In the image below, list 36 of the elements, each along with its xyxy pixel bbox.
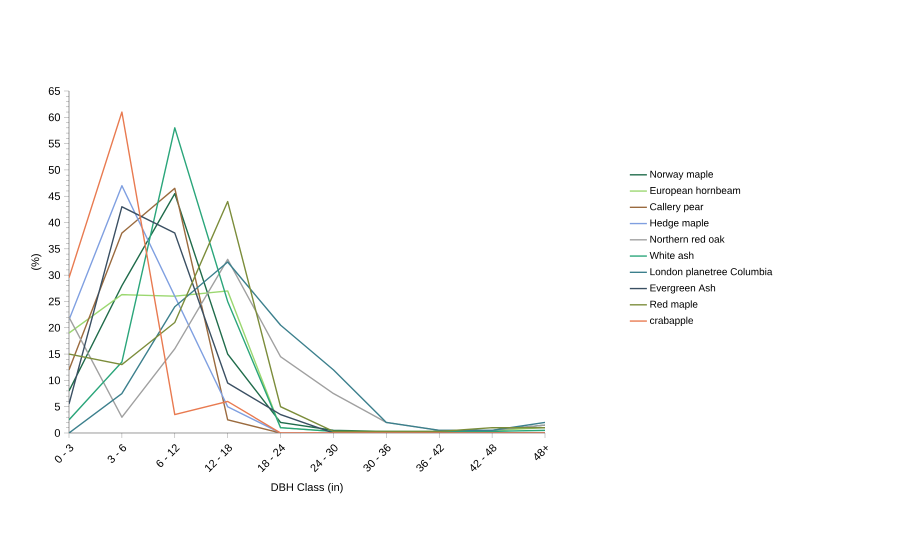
y-axis-title: (%) bbox=[31, 254, 42, 270]
legend-label: crabapple bbox=[650, 316, 694, 326]
y-tick-label: 10 bbox=[49, 376, 60, 384]
y-tick-label: 25 bbox=[48, 298, 60, 306]
legend-label: Red maple bbox=[650, 300, 698, 310]
y-tick-label: 35 bbox=[48, 244, 60, 253]
x-tick-label: 36 - 42 bbox=[416, 444, 444, 472]
legend-label: Evergreen Ash bbox=[650, 284, 716, 294]
legend-label: European hornbeam bbox=[650, 186, 740, 196]
legend-label: Norway maple bbox=[650, 170, 714, 180]
legend-label: White ash bbox=[650, 252, 694, 260]
y-tick-label: 5 bbox=[54, 402, 60, 411]
y-tick-label: 15 bbox=[49, 350, 60, 358]
y-tick-label: 20 bbox=[48, 324, 60, 332]
x-tick-label: 42 - 48 bbox=[470, 444, 496, 472]
y-tick-label: 0 bbox=[54, 429, 60, 437]
x-tick-label: 0 - 3 bbox=[54, 444, 74, 463]
x-tick-label: 3 - 6 bbox=[108, 444, 126, 463]
legend-label: Northern red oak bbox=[650, 235, 725, 243]
y-tick-label: 40 bbox=[48, 218, 60, 226]
x-tick-label: 24 - 30 bbox=[310, 444, 338, 472]
x-tick-label: 12 - 18 bbox=[205, 444, 232, 472]
x-axis-title: DBH Class (in) bbox=[272, 482, 343, 494]
y-tick-label: 65 bbox=[48, 87, 60, 95]
y-tick-label: 30 bbox=[48, 271, 60, 280]
x-tick-label: 6 - 12 bbox=[156, 444, 180, 467]
x-tick-label: 30 - 36 bbox=[363, 444, 391, 472]
x-tick-label: 18 - 24 bbox=[258, 444, 286, 472]
y-tick-label: 45 bbox=[48, 192, 60, 200]
legend-label: Hedge maple bbox=[650, 219, 709, 228]
y-tick-label: 55 bbox=[48, 140, 60, 148]
legend-label: London planetree Columbia bbox=[650, 268, 772, 278]
y-tick-label: 60 bbox=[48, 113, 60, 122]
legend-label: Callery pear bbox=[650, 202, 704, 212]
y-tick-label: 50 bbox=[48, 166, 60, 174]
x-tick-label: 48+ bbox=[534, 446, 548, 460]
